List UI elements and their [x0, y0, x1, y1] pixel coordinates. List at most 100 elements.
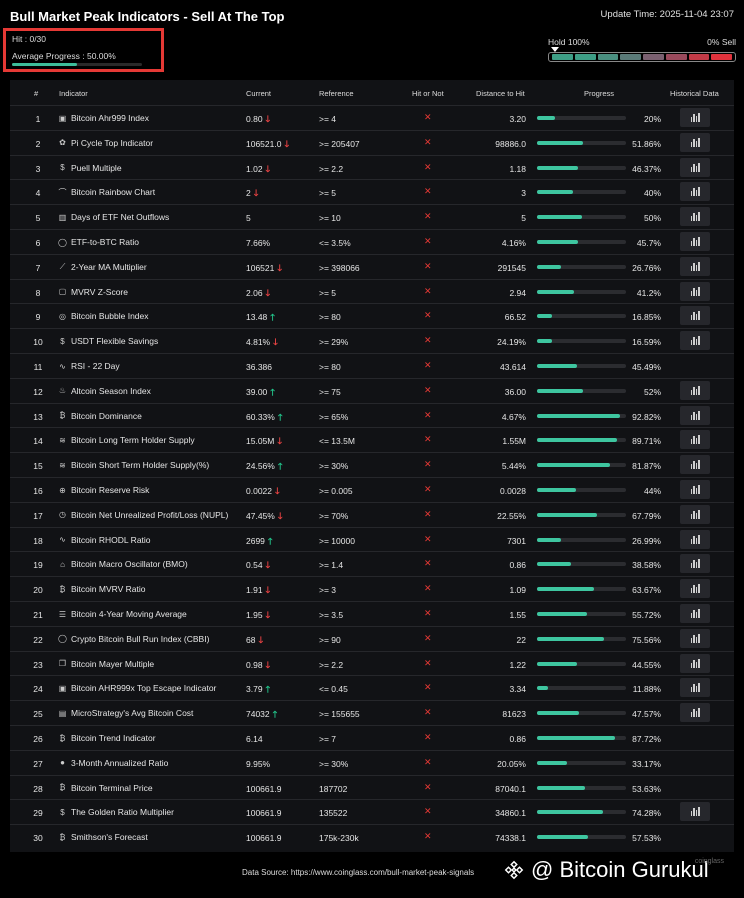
square-icon: ▢: [58, 287, 67, 297]
historical-data-button[interactable]: [680, 232, 710, 251]
historical-data-button[interactable]: [680, 579, 710, 599]
reference-value: >= 30%: [319, 758, 349, 769]
table-row: 17 ◷ Bitcoin Net Unrealized Profit/Loss (N…: [10, 501, 734, 527]
historical-data-button[interactable]: [680, 802, 710, 822]
progress-percent: 87.72%: [632, 734, 661, 744]
historical-data-button[interactable]: [680, 455, 710, 475]
progress-percent: 38.58%: [632, 560, 661, 571]
current-value: 100661.9: [246, 784, 281, 794]
reference-value: >= 65%: [319, 411, 349, 422]
historical-data-button[interactable]: [680, 157, 710, 177]
historical-data-button[interactable]: [680, 132, 710, 152]
current-value: 24.56% 🡑: [246, 461, 283, 471]
historical-data-button[interactable]: [680, 380, 710, 400]
indicator-cell: ▣ Bitcoin Ahr999 Index: [58, 113, 149, 123]
reference-value: >= 29%: [319, 337, 349, 348]
historical-data-button[interactable]: [680, 703, 710, 723]
bar-chart-icon: [690, 137, 700, 147]
bubble-icon: ◎: [59, 311, 66, 321]
indicator-name: Puell Multiple: [71, 162, 122, 173]
distance-value: 1.55: [509, 610, 526, 620]
distance-value: 43.614: [500, 362, 526, 372]
distance-value: 5.44%: [501, 461, 526, 472]
table-row: 1 ▣ Bitcoin Ahr999 Index 0.80 🡓 >= 4 ✕ 3.20 20%: [10, 105, 734, 130]
distance-value: 0.0028: [500, 486, 526, 496]
header-distance: Distance to Hit: [476, 89, 525, 98]
bar-chart-icon: [690, 609, 700, 618]
header-progress: Progress: [584, 89, 615, 98]
progress-percent: 53.63%: [632, 783, 661, 794]
down-arrow-icon: 🡓: [277, 262, 283, 273]
scale-marker-icon: [551, 47, 559, 52]
indicator-name: Bitcoin Reserve Risk: [71, 485, 150, 495]
historical-data-button[interactable]: [680, 306, 710, 326]
down-arrow-icon: 🡓: [284, 138, 290, 149]
progress-percent: 51.86%: [632, 138, 661, 149]
progress-percent: 74.28%: [632, 808, 661, 819]
up-arrow-icon: 🡑: [270, 386, 275, 397]
historical-data-button[interactable]: [680, 604, 710, 623]
current-text: 2.06: [246, 287, 263, 298]
reference-value: >= 10000: [319, 535, 355, 546]
historical-data-button[interactable]: [680, 480, 710, 499]
down-arrow-icon: 🡓: [265, 163, 271, 174]
watermark: @ Bitcoin Gurukul: [503, 857, 709, 883]
summary-box: Hit : 0/30 Average Progress : 50.00%: [3, 28, 164, 72]
data-source[interactable]: Data Source: https://www.coinglass.com/b…: [242, 868, 475, 877]
historical-data-button[interactable]: [680, 554, 710, 574]
row-number: 2: [35, 138, 41, 149]
historical-data-button[interactable]: [680, 678, 710, 698]
historical-data-button[interactable]: [680, 281, 710, 301]
page-title: Bull Market Peak Indicators - Sell At Th…: [10, 9, 285, 24]
historical-data-button[interactable]: [680, 256, 710, 276]
hit-count: Hit : 0/30: [12, 34, 47, 44]
progress-fill: [537, 413, 620, 418]
dollar-icon: $: [60, 163, 65, 173]
table-row: 16 ⊕ Bitcoin Reserve Risk 0.0022 🡓 >= 0.005 ✕ 0…: [10, 477, 734, 502]
historical-data-button[interactable]: [680, 405, 710, 425]
table-row: 11 ∿ RSI - 22 Day 36.386 >= 80 ✕ 43.614 45.49%: [10, 353, 734, 378]
historical-data-button[interactable]: [680, 430, 710, 450]
historical-data-button[interactable]: [680, 331, 710, 351]
historical-data-button[interactable]: [680, 653, 710, 673]
distance-value: 0.86: [509, 560, 526, 571]
progress-bar: [537, 686, 626, 691]
progress-fill: [537, 190, 573, 195]
indicator-name: Smithson's Forecast: [71, 832, 148, 843]
historical-data-button[interactable]: [680, 108, 710, 127]
progress-bar: [537, 612, 626, 616]
indicator-cell: ◯ Crypto Bitcoin Bull Run Index (CBBI): [58, 634, 209, 644]
down-arrow-icon: 🡓: [265, 585, 271, 596]
progress-bar: [537, 264, 626, 269]
progress-bar: [537, 760, 626, 765]
progress-bar: [537, 661, 626, 666]
historical-data-button[interactable]: [680, 529, 710, 549]
current-value: 106521.0 🡓: [246, 139, 289, 149]
coinglass-watermark: coinglass: [694, 858, 724, 865]
row-number: 21: [33, 610, 43, 620]
progress-fill: [537, 240, 578, 244]
reference-value: >= 4: [319, 114, 337, 124]
bar-chart-icon: [690, 509, 700, 519]
indicator-cell: $ The Golden Ratio Multiplier: [58, 807, 174, 817]
progress-bar: [537, 636, 626, 641]
distance-value: 20.05%: [497, 758, 526, 769]
progress-percent: 16.59%: [632, 337, 661, 348]
not-hit-icon: ✕: [424, 781, 432, 792]
row-number: 30: [33, 833, 43, 844]
row-number: 6: [35, 238, 41, 248]
historical-data-button[interactable]: [680, 628, 710, 648]
indicator-cell: ₿ Bitcoin Terminal Price: [58, 783, 153, 793]
historical-data-button[interactable]: [680, 207, 710, 227]
row-number: 1: [35, 114, 41, 124]
progress-fill: [537, 438, 617, 443]
progress-bar: [537, 488, 626, 492]
scale-segment: [665, 54, 687, 60]
distance-value: 98886.0: [495, 138, 526, 149]
bitcoin-icon: ₿: [59, 584, 66, 594]
historical-data-button[interactable]: [680, 504, 710, 524]
table-row: 3 $ Puell Multiple 1.02 🡓 >= 2.2 ✕ 1.18 46.37%: [10, 154, 734, 180]
current-value: 68 🡓: [246, 635, 263, 645]
historical-data-button[interactable]: [680, 182, 710, 202]
current-text: 100661.9: [246, 808, 282, 819]
